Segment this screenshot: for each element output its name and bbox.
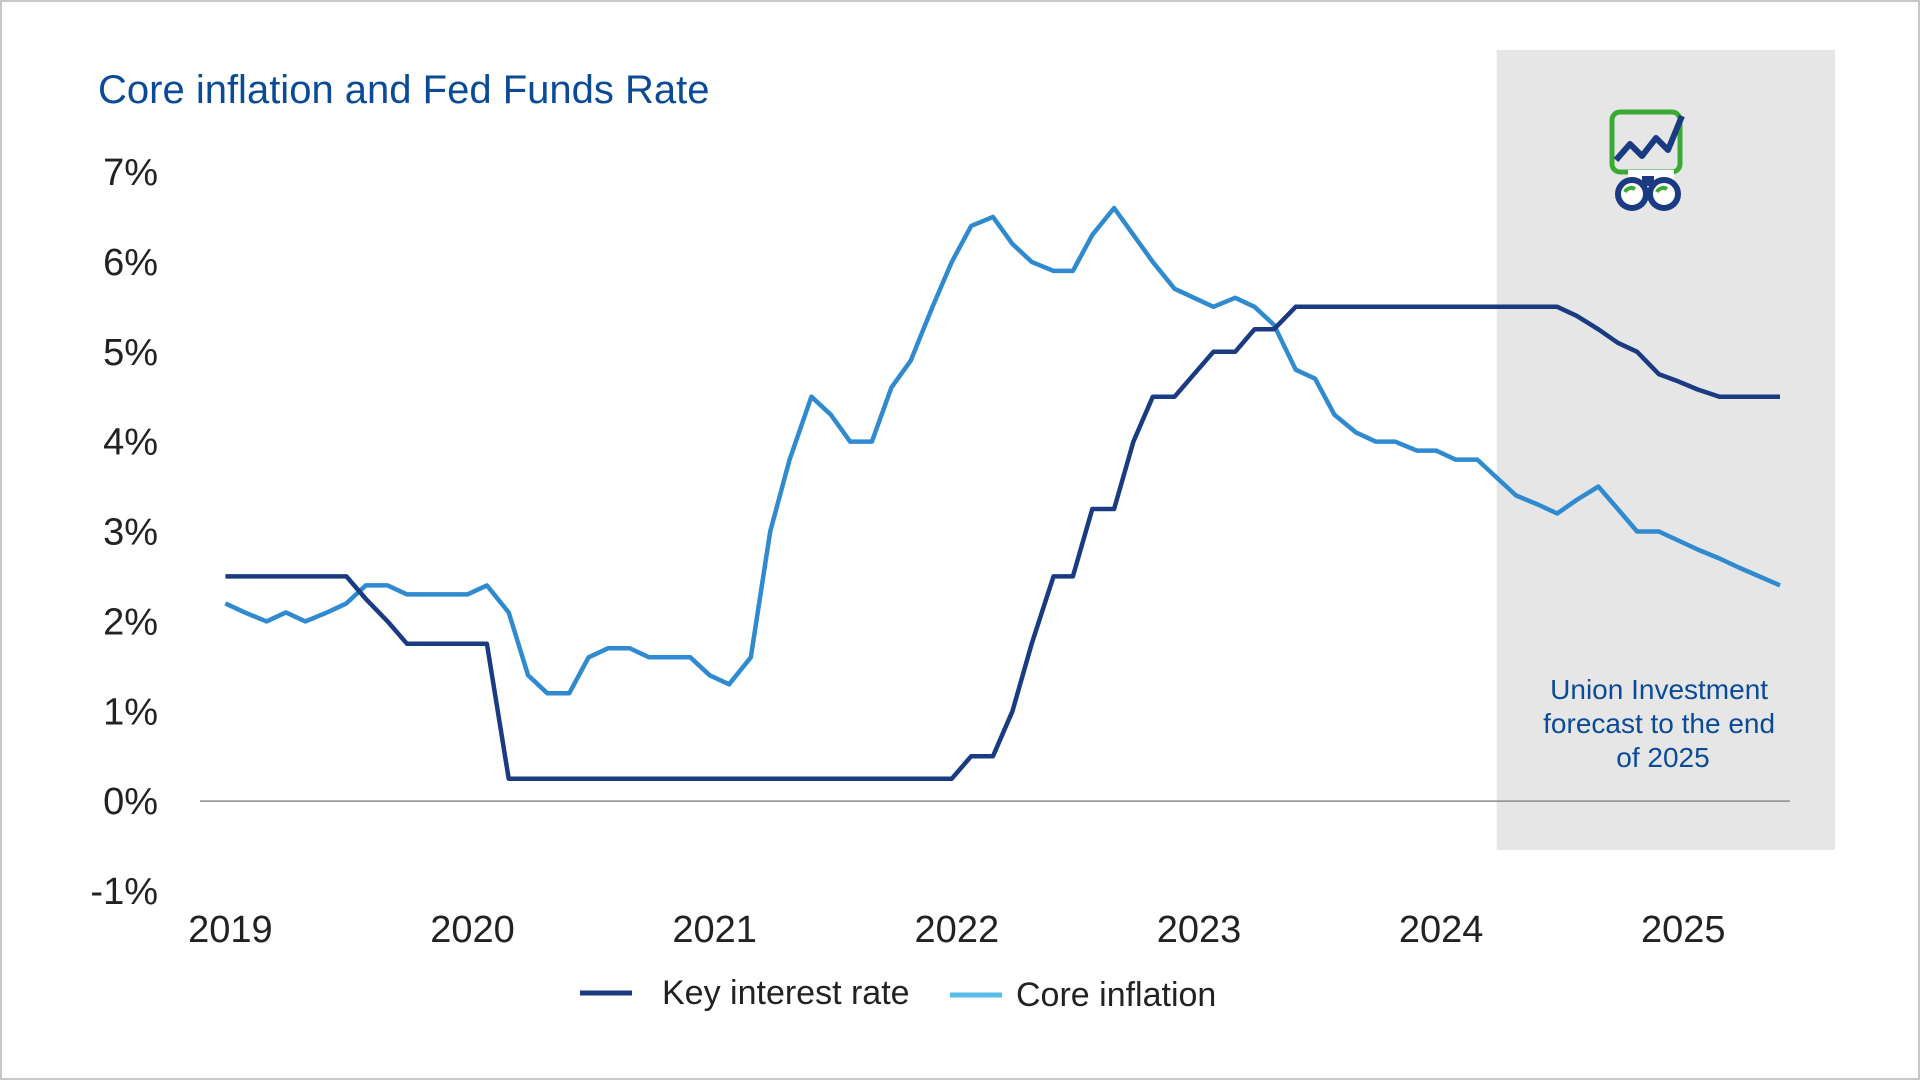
y-tick-label: 1%: [103, 691, 158, 733]
y-tick-label: 2%: [103, 601, 158, 643]
y-tick-label: 5%: [103, 332, 158, 374]
series-line-core-inflation: [224, 205, 1781, 696]
y-tick-label: 7%: [103, 152, 158, 194]
y-axis: -1% 0% 1% 2% 3% 4% 5% 6% 7%: [90, 152, 158, 913]
x-tick-label: 2020: [430, 909, 515, 951]
y-tick-label: 0%: [103, 781, 158, 823]
chart-binoculars-icon: [1609, 109, 1685, 211]
x-tick-label: 2023: [1157, 909, 1242, 951]
x-axis: 2019 2020 2021 2022 2023 2024 2025: [188, 909, 1725, 951]
series-line-key-interest-rate: [225, 304, 1780, 781]
y-tick-label: 4%: [103, 422, 158, 464]
series-layer: [224, 205, 1781, 781]
y-tick-label: -1%: [90, 871, 158, 913]
forecast-note-line: forecast to the end: [1543, 708, 1775, 739]
x-tick-label: 2021: [672, 909, 757, 951]
x-tick-label: 2024: [1399, 909, 1484, 951]
y-tick-label: 6%: [103, 242, 158, 284]
chart-title: Core inflation and Fed Funds Rate: [98, 68, 709, 112]
forecast-note-line: of 2025: [1616, 742, 1709, 773]
legend-label-core-inflation: Core inflation: [1016, 976, 1216, 1014]
y-tick-label: 3%: [103, 512, 158, 554]
forecast-note: Union Investment forecast to the end of …: [1543, 674, 1783, 773]
forecast-note-line: Union Investment: [1550, 674, 1768, 705]
x-tick-label: 2019: [188, 909, 273, 951]
legend-label-key-interest-rate: Key interest rate: [662, 974, 910, 1012]
x-tick-label: 2025: [1641, 909, 1726, 951]
x-tick-label: 2022: [915, 909, 1000, 951]
legend: Key interest rate Core inflation: [580, 974, 1216, 1014]
